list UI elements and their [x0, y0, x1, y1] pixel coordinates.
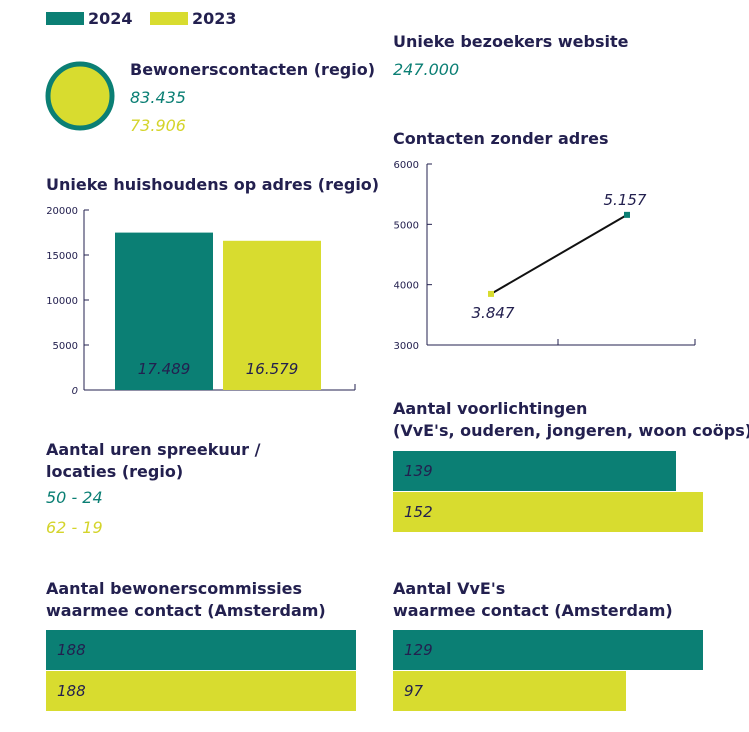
bewonerscommissies-bar-2024: 188 [46, 630, 356, 670]
bewonerscommissies-title-line1: Aantal bewonerscommissies [46, 579, 303, 598]
bewonerscommissies-title-line2: waarmee contact (Amsterdam) [46, 601, 326, 620]
huishoudens-title: Unieke huishoudens op adres (regio) [46, 175, 380, 194]
bewonerscommissies-bar-2023: 188 [46, 671, 356, 711]
huishoudens-bar-chart: 0 5000 10000 15000 20000 17.489 16.579 [46, 206, 356, 397]
voorlichtingen-bar-2023: 152 [393, 492, 703, 532]
vve-label-2023: 97 [404, 682, 424, 700]
bar-y-tick-label: 15000 [46, 251, 78, 262]
legend-swatch-2023 [150, 12, 188, 25]
voorlichtingen-bar-2024: 139 [393, 451, 676, 491]
legend-label-2023: 2023 [192, 9, 237, 28]
bewonerscontacten-value-2023: 73.906 [130, 116, 186, 135]
legend-swatch-2024 [46, 12, 84, 25]
bar-data-label-2024: 17.489 [138, 360, 191, 378]
bar-y-tick-label: 10000 [46, 296, 78, 307]
bezoekers-value: 247.000 [393, 60, 460, 79]
bezoekers-title: Unieke bezoekers website [393, 32, 629, 51]
vve-label-2024: 129 [404, 641, 433, 659]
voorlichtingen-label-2023: 152 [404, 503, 433, 521]
voorlichtingen-title-line2: (VvE's, ouderen, jongeren, woon coöps) [393, 421, 749, 440]
uren-title-line2: locaties (regio) [46, 462, 184, 481]
line-y-tick-label: 5000 [394, 220, 419, 231]
line-y-tick-label: 3000 [394, 341, 419, 352]
bar-y-tick-label: 0 [72, 386, 78, 397]
bar-2024 [115, 232, 213, 390]
line-point-2024 [624, 211, 630, 218]
vve-title-line2: waarmee contact (Amsterdam) [393, 601, 673, 620]
legend-label-2024: 2024 [88, 9, 133, 28]
zonder-adres-title: Contacten zonder adres [393, 129, 609, 148]
uren-value-2023: 62 - 19 [46, 518, 103, 537]
voorlichtingen-title-line1: Aantal voorlichtingen [393, 399, 588, 418]
vve-title-line1: Aantal VvE's [393, 579, 506, 598]
line-series [490, 213, 628, 295]
bar-data-label-2023: 16.579 [246, 360, 299, 378]
vve-bar-2023: 97 [393, 671, 626, 711]
line-y-tick-label: 6000 [394, 160, 419, 171]
zonder-adres-line-chart: 3000 4000 5000 6000 3.847 5.157 [394, 160, 696, 352]
bar-y-tick-label: 5000 [53, 341, 78, 352]
circle-icon [45, 61, 115, 131]
line-point-2023 [488, 290, 494, 297]
bar-y-tick-label: 20000 [46, 206, 78, 217]
bewonerscommissies-label-2023: 188 [57, 682, 86, 700]
vve-bar-2024: 129 [393, 630, 703, 670]
bewonerscontacten-value-2024: 83.435 [130, 88, 186, 107]
bewonerscontacten-title: Bewonerscontacten (regio) [130, 60, 376, 79]
line-data-label-2023: 3.847 [472, 304, 515, 322]
bewonerscommissies-label-2024: 188 [57, 641, 86, 659]
uren-title-line1: Aantal uren spreekuur / [46, 440, 261, 459]
line-data-label-2024: 5.157 [604, 191, 647, 209]
voorlichtingen-label-2024: 139 [404, 462, 433, 480]
uren-value-2024: 50 - 24 [46, 488, 103, 507]
bar-2023 [223, 240, 321, 390]
line-y-tick-label: 4000 [394, 281, 419, 292]
